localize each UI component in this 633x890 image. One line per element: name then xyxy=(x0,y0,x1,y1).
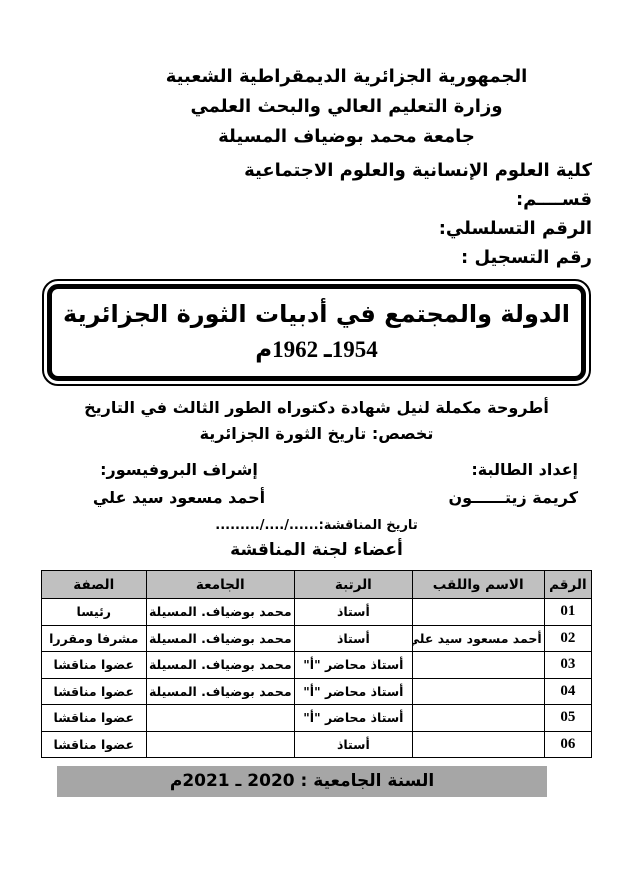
table-cell xyxy=(411,677,545,705)
column-header-name: الاسم واللقب xyxy=(411,570,545,599)
thesis-title-box-inner: الدولة والمجتمع في أدبيات الثورة الجزائر… xyxy=(47,284,586,381)
header-line-university: جامعة محمد بوضياف المسيلة xyxy=(218,126,475,147)
serial-number-line: الرقم التسلسلي: xyxy=(438,218,592,239)
table-cell: محمد بوضياف. المسيلة xyxy=(145,598,296,626)
table-row: 05 أستاذ محاضر "أ" عضوا مناقشا xyxy=(41,704,593,732)
table-cell xyxy=(411,730,545,758)
table-cell: عضوا مناقشا xyxy=(41,704,147,732)
table-cell: محمد بوضياف. المسيلة xyxy=(145,624,296,652)
cell-member-number: 01 xyxy=(543,598,593,626)
thesis-type-line: أطروحة مكملة لنيل شهادة دكتوراه الطور ال… xyxy=(84,398,549,417)
table-cell: أستاذ xyxy=(294,598,413,626)
cell-member-number: 03 xyxy=(543,651,593,679)
cell-member-number: 02 xyxy=(543,624,593,652)
column-header-role: الصفة xyxy=(41,570,147,599)
table-cell: أستاذ محاضر "أ" xyxy=(294,704,413,732)
column-header-university: الجامعة xyxy=(145,570,296,599)
table-cell: عضوا مناقشا xyxy=(41,677,147,705)
student-label: إعداد الطالبة: xyxy=(471,460,578,479)
supervisor-column: إشراف البروفيسور: أحمد مسعود سيد علي xyxy=(79,460,279,507)
column-header-number: الرقم xyxy=(543,570,593,599)
table-row: 01 أستاذ محمد بوضياف. المسيلة رئيسا xyxy=(41,598,593,626)
supervisor-label: إشراف البروفيسور: xyxy=(100,460,258,479)
admin-block: كلية العلوم الإنسانية والعلوم الاجتماعية… xyxy=(41,156,592,272)
cell-member-number: 05 xyxy=(543,704,593,732)
thesis-title-box: الدولة والمجتمع في أدبيات الثورة الجزائر… xyxy=(42,279,591,386)
table-cell: رئيسا xyxy=(41,598,147,626)
table-cell xyxy=(411,704,545,732)
table-row: 03 أستاذ محاضر "أ" محمد بوضياف. المسيلة عضو… xyxy=(41,651,593,679)
table-cell: محمد بوضياف. المسيلة xyxy=(145,651,296,679)
table-row: 06 أستاذ عضوا مناقشا xyxy=(41,730,593,758)
committee-heading: أعضاء لجنة المناقشة xyxy=(230,540,403,560)
table-cell xyxy=(411,598,545,626)
table-cell: محمد بوضياف. المسيلة xyxy=(145,677,296,705)
department-line: قســــم: xyxy=(515,189,592,210)
header-line-ministry: وزارة التعليم العالي والبحث العلمي xyxy=(190,96,503,117)
table-cell: عضوا مناقشا xyxy=(41,730,147,758)
header-line-republic: الجمهورية الجزائرية الديمقراطية الشعبية xyxy=(165,66,528,87)
table-cell: مشرفا ومقررا xyxy=(41,624,147,652)
table-cell: عضوا مناقشا xyxy=(41,651,147,679)
table-cell xyxy=(411,651,545,679)
table-cell: أستاذ xyxy=(294,624,413,652)
table-row: 04 أستاذ محاضر "أ" محمد بوضياف. المسيلة عضو… xyxy=(41,677,593,705)
table-header-row: الرقم الاسم واللقب الرتبة الجامعة الصفة xyxy=(41,570,593,599)
cell-member-number: 04 xyxy=(543,677,593,705)
table-cell: أستاذ محاضر "أ" xyxy=(294,677,413,705)
byline-row: إعداد الطالبة: كريمة زيتــــــون إشراف ا… xyxy=(41,460,592,507)
cell-member-number: 06 xyxy=(543,730,593,758)
government-header: الجمهورية الجزائرية الديمقراطية الشعبية … xyxy=(71,62,622,152)
table-cell xyxy=(145,730,296,758)
table-cell: أستاذ محاضر "أ" xyxy=(294,651,413,679)
committee-table-body: 01 أستاذ محمد بوضياف. المسيلة رئيسا 02 أحمد م… xyxy=(41,598,593,758)
table-cell: أستاذ xyxy=(294,730,413,758)
registration-number-line: رقم التسجيل : xyxy=(461,247,592,268)
thesis-years: 1954ـ 1962م xyxy=(255,337,378,362)
student-column: إعداد الطالبة: كريمة زيتــــــون xyxy=(442,460,592,507)
faculty-line: كلية العلوم الإنسانية والعلوم الاجتماعية xyxy=(244,160,592,181)
column-header-rank: الرتبة xyxy=(294,570,413,599)
table-cell: أحمد مسعود سيد علي xyxy=(411,624,545,652)
supervisor-name: أحمد مسعود سيد علي xyxy=(92,488,266,507)
thesis-title: الدولة والمجتمع في أدبيات الثورة الجزائر… xyxy=(63,300,570,328)
student-name: كريمة زيتــــــون xyxy=(448,488,578,507)
defense-date-line: تاريخ المناقشة:....../..../......... xyxy=(215,518,418,533)
table-cell xyxy=(145,704,296,732)
academic-year-banner: السنة الجامعية : 2020 ـ 2021م xyxy=(57,766,547,797)
table-row: 02 أحمد مسعود سيد علي أستاذ محمد بوضياف. ال… xyxy=(41,624,593,652)
specialty-line: تخصص: تاريخ الثورة الجزائرية xyxy=(199,424,434,443)
committee-table: الرقم الاسم واللقب الرتبة الجامعة الصفة … xyxy=(41,570,593,758)
